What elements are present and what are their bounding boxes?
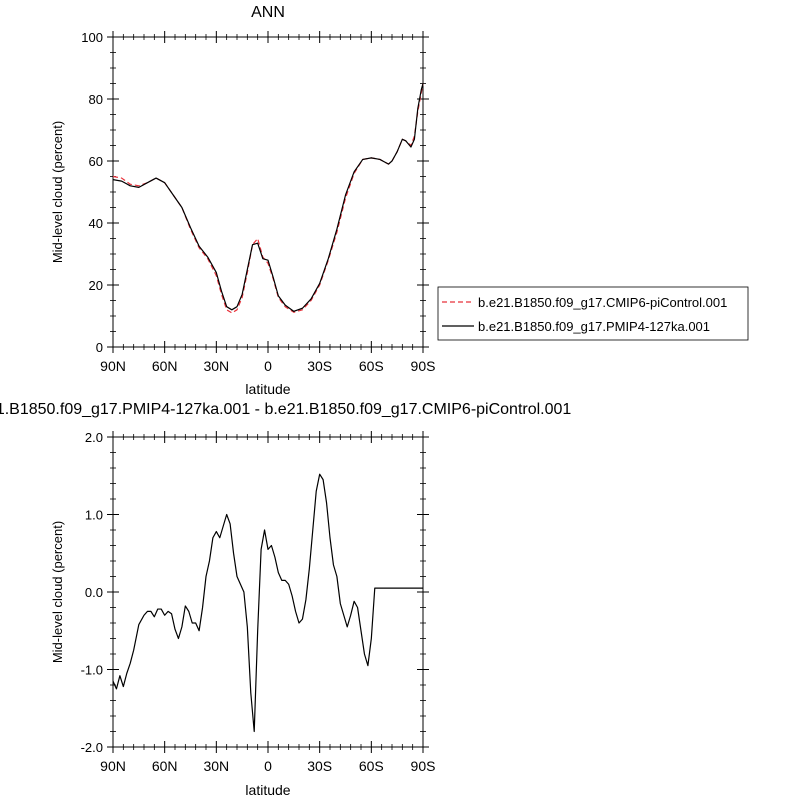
series-line-main (112, 473, 423, 733)
plot-frame (112, 36, 424, 348)
y-tick-label: 0 (96, 340, 103, 355)
y-tick-label: 1.0 (85, 508, 103, 523)
series-lines (112, 83, 424, 314)
legend-label-127ka: b.e21.B1850.f09_g17.PMIP4-127ka.001 (478, 319, 710, 334)
x-tick-label: 90S (411, 358, 436, 374)
x-tick-label: 90N (100, 358, 126, 374)
chart-title: b.e21.B1850.f09_g17.PMIP4-127ka.001 - b.… (0, 401, 571, 418)
x-tick-label: 0 (264, 758, 272, 774)
x-tick-label: 60N (152, 358, 178, 374)
legend-label-control: b.e21.B1850.f09_g17.CMIP6-piControl.001 (478, 295, 727, 310)
x-tick-label: 0 (264, 358, 272, 374)
legend-box (437, 286, 749, 341)
y-tick-label: 20 (89, 278, 103, 293)
series-line-control (112, 83, 424, 314)
y-tick-label: 100 (81, 30, 103, 45)
y-tick-label: 2.0 (85, 430, 103, 445)
x-axis-label: latitude (245, 381, 290, 397)
x-tick-label: 60S (359, 358, 384, 374)
x-tick-label: 60N (152, 758, 178, 774)
x-tick-label: 90S (411, 758, 436, 774)
y-tick-label: 0.0 (85, 585, 103, 600)
axis-ticks: 90N 60N 30N 0 30S 60S 90S 0 20 40 60 80 100 (81, 30, 435, 374)
y-tick-label: 60 (89, 154, 103, 169)
legend: b.e21.B1850.f09_g17.CMIP6-piControl.001 … (437, 286, 749, 341)
y-axis-label: Mid-level cloud (percent) (50, 521, 65, 663)
climatology-panel: ANN 90N 60N 30N 0 30S 60S 90S 0 20 40 60 80 100 lati… (50, 4, 749, 397)
y-tick-label: 40 (89, 216, 103, 231)
difference-panel: b.e21.B1850.f09_g17.PMIP4-127ka.001 - b.… (0, 401, 571, 798)
x-tick-label: 30S (307, 358, 332, 374)
y-axis-label: Mid-level cloud (percent) (50, 121, 65, 263)
plot-frame (112, 436, 424, 748)
x-tick-label: 90N (100, 758, 126, 774)
y-tick-label: -2.0 (81, 740, 103, 755)
series-line-main (112, 83, 424, 312)
axis-ticks: 90N 60N 30N 0 30S 60S 90S -2.0 -1.0 0.0 1.0 2.0 (81, 430, 436, 774)
y-tick-label: 80 (89, 92, 103, 107)
x-tick-label: 30N (203, 358, 229, 374)
series-lines (112, 473, 423, 733)
chart-title: ANN (251, 4, 285, 21)
x-tick-label: 30S (307, 758, 332, 774)
x-tick-label: 60S (359, 758, 384, 774)
x-axis-label: latitude (245, 782, 290, 798)
x-tick-label: 30N (203, 758, 229, 774)
y-tick-label: -1.0 (81, 663, 103, 678)
